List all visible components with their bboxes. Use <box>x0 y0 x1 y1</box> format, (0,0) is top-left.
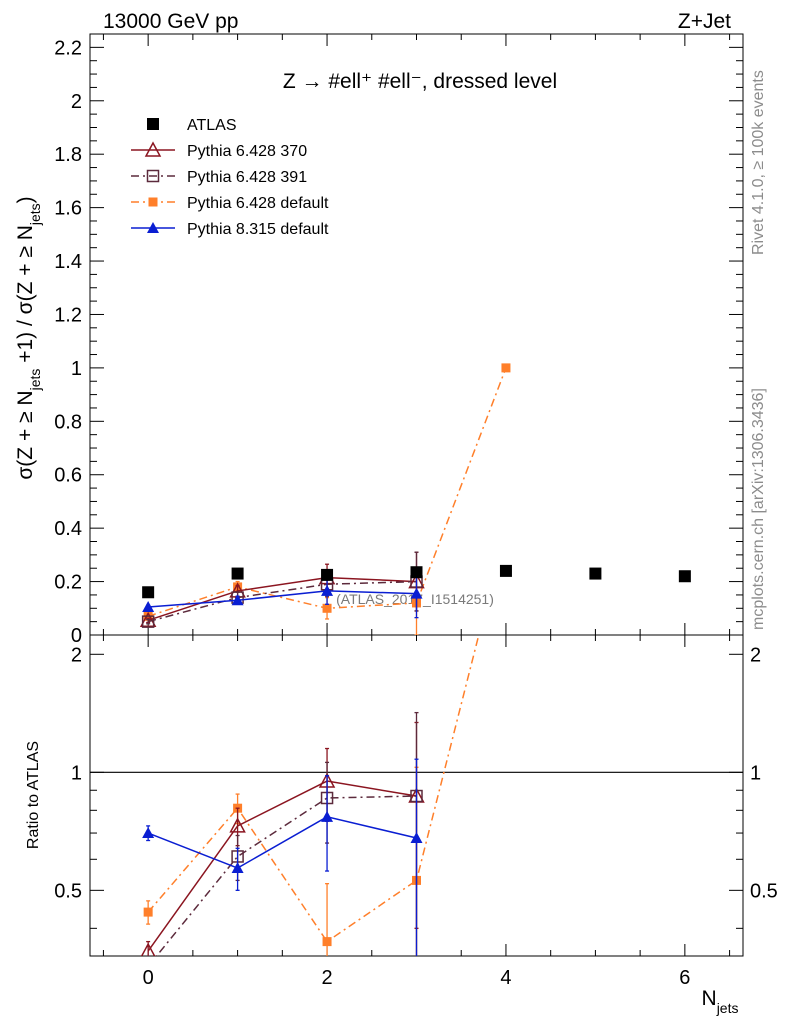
pythia-8-315-default-point <box>410 587 423 599</box>
atlas-point <box>321 568 334 581</box>
pythia-6-428-default-point <box>322 603 332 613</box>
rivet-version-label: Rivet 4.1.0, ≥ 100k events <box>750 70 767 255</box>
atlas-point <box>499 564 512 577</box>
mcplots-site-label: mcplots.cern.ch [arXiv:1306.3436] <box>750 388 767 630</box>
atlas-point <box>678 570 691 583</box>
legend-label-pythia-6-428-default: Pythia 6.428 default <box>187 195 329 212</box>
main-series <box>139 363 691 635</box>
pythia-6-428-370-line <box>147 576 417 622</box>
energy-label: 13000 GeV pp <box>103 10 238 33</box>
y-axis-label: σ(Z + ≥ Njets +1) / σ(Z + ≥ Njets) <box>14 196 43 479</box>
pythia-6-428-391-point <box>141 615 155 628</box>
pythia-6-428-370-ratio-point <box>140 942 156 956</box>
y-tick-label: 2.2 <box>54 37 82 59</box>
ratio-series <box>140 635 480 956</box>
atlas-point <box>231 567 244 580</box>
y-tick-label: 1.6 <box>54 198 82 220</box>
y-tick-label: 0 <box>71 625 82 647</box>
x-tick-label: 4 <box>500 967 511 989</box>
pythia-8-315-default-ratio-point <box>321 810 334 822</box>
pythia-6-428-default-ratio-point <box>322 937 332 947</box>
ratio-tick-label-right: 1 <box>750 762 761 784</box>
atlas-point <box>410 566 423 579</box>
y-tick-label: 2 <box>71 91 82 113</box>
legend-label-pythia-6-428-370: Pythia 6.428 370 <box>187 143 307 160</box>
atlas-point <box>142 586 155 599</box>
legend-label-pythia-6-428-391: Pythia 6.428 391 <box>187 169 307 186</box>
ratio-tick-label-right: 2 <box>750 644 761 666</box>
legend: ATLAS Pythia 6.428 370 Pythia 6.428 391 Pyt… <box>131 117 329 238</box>
y-tick-label: 0.2 <box>54 572 82 594</box>
pythia-6-428-391-ratio-line <box>155 795 417 956</box>
pythia-8-315-default-point <box>231 594 244 606</box>
pythia-8-315-default-ratio-point <box>410 831 423 843</box>
legend-marker-pythia-6-428-default <box>148 197 158 207</box>
legend-marker-pythia-6-428-391 <box>146 169 160 183</box>
pythia-8-315-default-ratio-point <box>231 862 244 874</box>
pythia-6-428-370-ratio-line <box>147 780 417 952</box>
process-label: Z+Jet <box>678 10 731 33</box>
pythia-6-428-default-ratio-line <box>147 635 480 943</box>
pythia-6-428-370-ratio-point <box>229 817 246 833</box>
pythia-8-315-default-ratio-point <box>142 827 155 839</box>
legend-label-pythia-8-315-default: Pythia 8.315 default <box>187 221 329 238</box>
y-tick-label: 1.8 <box>54 144 82 166</box>
legend-label-atlas: ATLAS <box>187 117 237 134</box>
y-tick-label: 1 <box>71 358 82 380</box>
y-tick-label: 0.8 <box>54 411 82 433</box>
chart-title: Z → #ell⁺ #ell⁻, dressed level <box>283 70 557 93</box>
y-tick-label: 1.4 <box>54 251 82 273</box>
pythia-8-315-default-ratio-line <box>147 816 417 869</box>
x-axis-label: Njets <box>702 987 739 1016</box>
ratio-tick-label: 0.5 <box>54 880 82 902</box>
axes: 0 2 4 600.20.40.60.811.21.41.61.822.20.5 0.5… <box>54 33 778 989</box>
atlas-point <box>589 567 602 580</box>
legend-marker-atlas <box>147 118 159 130</box>
y-tick-label: 0.4 <box>54 518 82 540</box>
y-tick-label: 0.6 <box>54 465 82 487</box>
pythia-6-428-default-ratio-point <box>143 907 153 917</box>
pythia-6-428-370-point <box>139 611 157 628</box>
ratio-tick-label-right: 0.5 <box>750 880 778 902</box>
x-tick-label: 6 <box>679 967 690 989</box>
legend-marker-pythia-6-428-370 <box>144 141 162 157</box>
legend-marker-pythia-8-315-default <box>147 222 159 233</box>
pythia-8-315-default-line <box>148 590 417 608</box>
y-tick-label: 1.2 <box>54 304 82 326</box>
pythia-6-428-default-point <box>501 363 511 373</box>
x-tick-label: 2 <box>321 967 332 989</box>
pythia-8-315-default-point <box>142 600 155 612</box>
ratio-tick-label: 1 <box>71 762 82 784</box>
ratio-tick-label: 2 <box>71 644 82 666</box>
x-tick-label: 0 <box>143 967 154 989</box>
ratio-y-axis-label: Ratio to ATLAS <box>25 741 42 849</box>
pythia-8-315-default-point <box>321 584 334 596</box>
